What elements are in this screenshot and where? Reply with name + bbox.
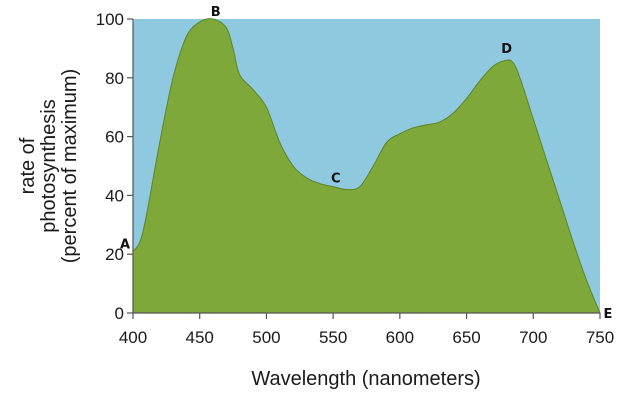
x-tick-label: 600 — [386, 328, 414, 347]
y-tick-label: 0 — [115, 304, 124, 323]
y-tick-label: 60 — [105, 128, 124, 147]
x-tick-label: 550 — [319, 328, 347, 347]
x-tick-label: 450 — [186, 328, 214, 347]
x-tick-label: 500 — [252, 328, 280, 347]
photosynthesis-area — [132, 18, 601, 314]
point-label-c: C — [331, 172, 341, 187]
y-tick-label: 20 — [105, 245, 124, 264]
point-label-a: A — [120, 237, 130, 252]
y-tick-label: 100 — [96, 10, 124, 29]
point-label-d: D — [501, 42, 512, 57]
x-tick-label: 700 — [519, 328, 547, 347]
x-tick-label: 400 — [119, 328, 147, 347]
y-axis-title-line-2: photosynthesis — [38, 99, 60, 232]
x-tick-label: 750 — [586, 328, 614, 347]
x-axis-title: Wavelength (nanometers) — [251, 368, 480, 390]
y-tick-label: 40 — [105, 186, 124, 205]
point-labels: A B C D E — [120, 5, 612, 322]
point-label-e: E — [604, 307, 613, 322]
y-axis-title-line-1: rate of — [17, 137, 39, 194]
x-tick-label: 650 — [452, 328, 480, 347]
point-label-b: B — [211, 5, 221, 20]
y-axis-title: rate of photosynthesis (percent of maxim… — [17, 69, 81, 264]
x-axis-ticks: 400 450 500 550 600 650 700 750 — [119, 313, 614, 347]
y-tick-label: 80 — [105, 69, 124, 88]
y-axis-ticks: 0 20 40 60 80 100 — [96, 10, 133, 323]
y-axis-title-line-3: (percent of maximum) — [59, 69, 81, 264]
